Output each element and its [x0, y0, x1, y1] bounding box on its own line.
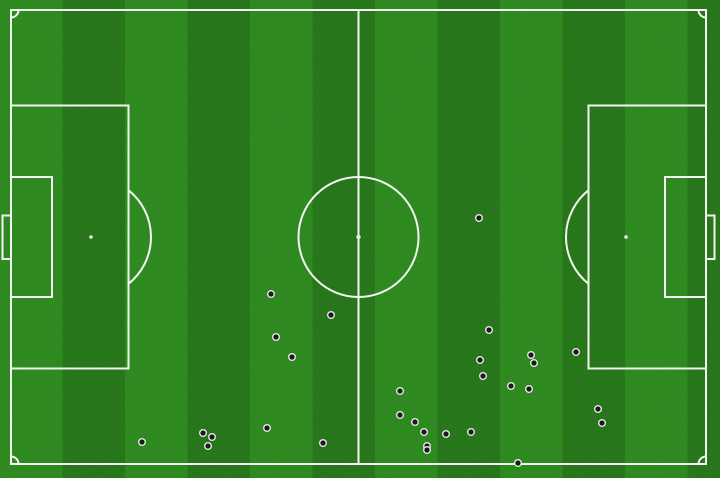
event-point	[137, 438, 146, 447]
penalty-spot-right	[624, 235, 628, 239]
goal-left	[1, 214, 12, 260]
event-point	[527, 351, 536, 360]
event-point	[263, 424, 272, 433]
event-point	[485, 326, 494, 335]
event-point	[203, 442, 212, 451]
event-point	[442, 430, 451, 439]
event-point	[288, 353, 297, 362]
goal-right	[705, 214, 716, 260]
penalty-arc-right	[565, 189, 590, 285]
event-point	[396, 411, 405, 420]
event-point	[530, 359, 539, 368]
event-point	[319, 439, 328, 448]
event-point	[594, 405, 603, 414]
event-point	[396, 387, 405, 396]
event-point	[198, 429, 207, 438]
corner-arc-bottom-right	[697, 455, 707, 465]
event-point	[514, 459, 523, 468]
penalty-spot-left	[89, 235, 93, 239]
event-point	[327, 311, 336, 320]
event-point	[479, 372, 488, 381]
corner-arc-bottom-left	[10, 455, 20, 465]
event-point	[475, 213, 484, 222]
event-point	[267, 290, 276, 299]
event-point	[423, 446, 432, 455]
event-point	[572, 348, 581, 357]
pitch-markings	[1, 9, 716, 465]
event-point	[467, 428, 476, 437]
event-point	[507, 382, 516, 391]
event-point	[598, 419, 607, 428]
event-point	[411, 418, 420, 427]
event-point	[525, 385, 534, 394]
center-spot	[356, 234, 361, 240]
penalty-arc-left	[127, 189, 152, 285]
event-point	[207, 433, 216, 442]
corner-arc-top-right	[697, 9, 707, 19]
corner-arc-top-left	[10, 9, 20, 19]
event-point	[272, 333, 281, 342]
center-circle	[297, 176, 420, 298]
event-point	[420, 428, 429, 437]
event-point	[476, 356, 485, 365]
event-points	[137, 213, 607, 468]
